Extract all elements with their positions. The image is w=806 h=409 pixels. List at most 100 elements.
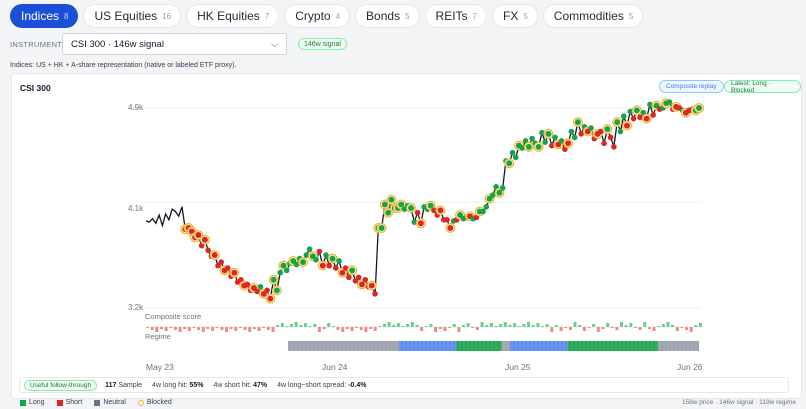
composite-bar <box>578 325 582 327</box>
composite-bar <box>424 326 428 327</box>
tab-count: 4 <box>335 11 341 21</box>
long-marker <box>496 189 503 196</box>
universe-note: Indices: US + HK + A-share representatio… <box>10 62 237 69</box>
long-marker <box>499 185 506 191</box>
long-hit-label: 4w long hit: <box>152 381 188 389</box>
composite-bar <box>383 324 386 327</box>
chart-title: CSI 300 <box>20 83 51 93</box>
composite-bar <box>159 327 163 329</box>
tab-fx[interactable]: FX 5 <box>492 4 538 28</box>
long-marker <box>408 205 415 211</box>
stats-bar: Useful follow-through 117 Sample 4w long… <box>19 377 789 393</box>
short-marker <box>362 276 369 283</box>
short-marker <box>611 144 617 150</box>
short-marker <box>650 112 656 118</box>
long-marker <box>323 252 329 258</box>
composite-bar <box>541 326 544 327</box>
short-hit-value: 47% <box>253 381 268 389</box>
short-marker <box>624 122 631 129</box>
composite-bar <box>661 324 665 327</box>
composite-bar <box>257 327 261 331</box>
short-marker <box>244 281 251 288</box>
long-marker <box>525 143 532 150</box>
tab-label: Indices <box>21 9 60 23</box>
composite-bar <box>443 327 447 331</box>
composite-bar <box>494 326 498 327</box>
long-marker <box>542 139 549 145</box>
long-marker <box>427 202 434 209</box>
composite-bar <box>280 323 284 327</box>
long-marker <box>509 149 516 156</box>
composite-bar <box>211 327 215 331</box>
tab-commodities[interactable]: Commodities 5 <box>542 4 644 28</box>
composite-bar <box>694 325 698 327</box>
legend-label: Blocked <box>146 399 172 406</box>
long-marker <box>381 201 388 208</box>
short-marker <box>417 220 424 227</box>
x-tick-label: Jun 26 <box>677 362 703 372</box>
composite-bar <box>559 327 563 331</box>
composite-bar <box>225 327 228 332</box>
long-marker <box>293 261 300 268</box>
tab-bonds[interactable]: Bonds 5 <box>355 4 420 28</box>
composite-bar <box>308 326 312 327</box>
short-marker <box>264 287 270 294</box>
composite-bar <box>689 327 693 332</box>
long-marker <box>306 246 313 252</box>
short-marker <box>319 262 326 269</box>
asset-class-tabs: Indices 8 US Equities 16 HK Equities 7 Crypto 4… <box>10 4 644 28</box>
long-marker <box>411 219 418 225</box>
short-marker <box>342 265 349 271</box>
tab-us-equities[interactable]: US Equities 16 <box>83 4 182 28</box>
tab-hk-equities[interactable]: HK Equities 7 <box>186 4 280 28</box>
composite-bar <box>206 327 210 329</box>
composite-bar <box>187 327 191 331</box>
legend-label: Short <box>65 399 83 406</box>
x-tick-label: Jun 25 <box>505 362 531 372</box>
composite-bar <box>327 323 331 327</box>
composite-bar <box>652 327 656 331</box>
instrument-select[interactable]: CSI 300 · 146w signal ⌵ <box>62 33 287 55</box>
long-swatch-icon <box>20 399 26 406</box>
sample-value: 117 <box>105 381 117 389</box>
sample-stat: 117 Sample <box>105 382 142 389</box>
composite-bar <box>183 327 187 329</box>
long-marker <box>483 204 490 210</box>
short-marker <box>630 115 637 122</box>
y-tick-label: 4.9k <box>128 103 144 112</box>
short-marker <box>215 262 221 269</box>
tab-reits[interactable]: REITs 7 <box>424 4 487 28</box>
composite-bar <box>596 327 600 332</box>
composite-bar <box>466 323 470 327</box>
composite-bar <box>146 327 149 328</box>
composite-bar <box>406 324 410 327</box>
composite-bar <box>369 327 373 329</box>
composite-bar <box>573 322 577 327</box>
short-marker <box>339 269 346 276</box>
long-marker <box>490 192 496 198</box>
composite-bar <box>271 327 275 332</box>
composite-bar <box>499 324 503 327</box>
short-marker <box>201 236 208 243</box>
composite-bar <box>410 322 414 327</box>
long-marker <box>558 138 565 144</box>
legend-blocked: Blocked <box>137 399 172 406</box>
short-marker <box>437 207 444 214</box>
tab-count: 7 <box>472 11 477 21</box>
long-marker <box>604 126 611 133</box>
composite-bar <box>355 327 359 328</box>
composite-bar <box>615 327 619 330</box>
composite-bar <box>522 324 526 327</box>
tab-crypto[interactable]: Crypto 4 <box>284 4 351 28</box>
long-marker <box>512 154 519 161</box>
composite-replay-button[interactable]: Composite replay <box>659 80 724 93</box>
short-hit-label: 4w short hit: <box>213 381 252 389</box>
short-marker <box>316 248 323 255</box>
composite-bar <box>150 327 154 330</box>
long-marker <box>277 269 283 276</box>
tab-indices[interactable]: Indices 8 <box>10 4 79 28</box>
composite-bar <box>457 327 461 332</box>
short-marker <box>637 114 643 121</box>
short-swatch-icon <box>56 399 63 406</box>
short-marker <box>352 278 359 284</box>
